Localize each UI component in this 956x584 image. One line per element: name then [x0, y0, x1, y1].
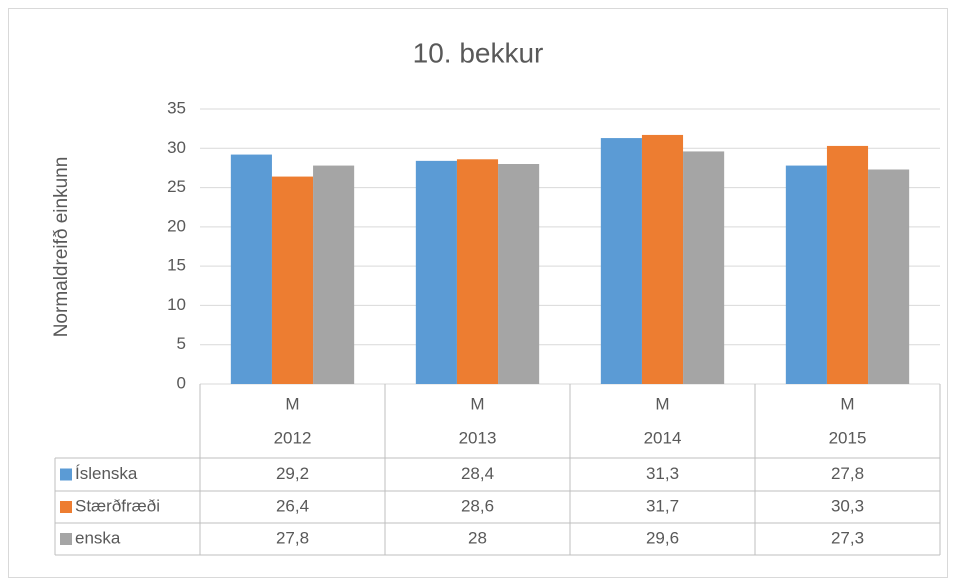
x-tick-label: 2015	[829, 428, 867, 447]
table-value: 30,3	[831, 496, 864, 515]
table-value: 27,3	[831, 528, 864, 547]
bar	[600, 138, 642, 384]
legend-key	[60, 501, 72, 513]
legend-key	[60, 533, 72, 545]
chart-title: 10. bekkur	[413, 37, 544, 68]
table-value: 29,2	[276, 464, 309, 483]
bar	[313, 165, 355, 384]
y-tick-label: 15	[167, 256, 186, 275]
legend-label: enska	[75, 528, 121, 547]
legend-label: Stærðfræði	[75, 496, 160, 515]
bar	[868, 169, 910, 384]
bar	[641, 134, 684, 384]
y-tick-label: 0	[177, 373, 186, 392]
category-sublabel: M	[470, 394, 484, 413]
table-value: 29,6	[646, 528, 679, 547]
table-value: 31,3	[646, 464, 679, 483]
bar	[456, 159, 499, 384]
bar	[230, 154, 272, 384]
bar	[826, 145, 869, 384]
y-tick-label: 35	[167, 98, 186, 117]
bar	[785, 165, 827, 384]
x-tick-label: 2012	[274, 428, 312, 447]
x-tick-label: 2013	[459, 428, 497, 447]
category-sublabel: M	[285, 394, 299, 413]
table-value: 28	[468, 528, 487, 547]
x-tick-label: 2014	[644, 428, 682, 447]
category-sublabel: M	[840, 394, 854, 413]
table-value: 28,4	[461, 464, 494, 483]
legend-label: Íslenska	[75, 464, 138, 483]
table-value: 28,6	[461, 496, 494, 515]
bar	[415, 160, 457, 384]
bar	[498, 164, 540, 384]
y-tick-label: 10	[167, 295, 186, 314]
legend-key	[60, 468, 72, 481]
table-value: 31,7	[646, 496, 679, 515]
table-value: 26,4	[276, 496, 309, 515]
y-axis-label: Normaldreifð einkunn	[51, 157, 72, 338]
table-value: 27,8	[276, 528, 309, 547]
y-tick-label: 20	[167, 216, 186, 235]
category-sublabel: M	[655, 394, 669, 413]
bar	[683, 151, 725, 384]
bar	[271, 176, 314, 384]
y-tick-label: 30	[167, 138, 186, 157]
y-tick-label: 25	[167, 177, 186, 196]
y-tick-label: 5	[177, 334, 186, 353]
table-value: 27,8	[831, 464, 864, 483]
